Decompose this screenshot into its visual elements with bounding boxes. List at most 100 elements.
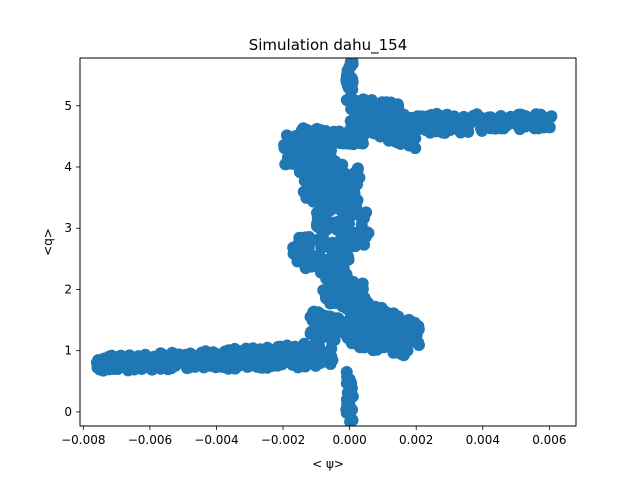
x-tick-label: −0.004 [194, 433, 238, 447]
scatter-point [252, 351, 265, 364]
plot-area [90, 58, 558, 426]
scatter-point [442, 123, 455, 136]
scatter-point [394, 347, 407, 360]
scatter-point [280, 129, 293, 142]
scatter-point [312, 306, 325, 319]
chart-title: Simulation dahu_154 [249, 36, 408, 55]
scatter-point [349, 108, 362, 121]
scatter-point [293, 241, 306, 254]
scatter-point [325, 130, 338, 143]
scatter-point [315, 124, 328, 137]
scatter-point [464, 113, 477, 126]
scatter-point [307, 184, 320, 197]
scatter-point [391, 321, 404, 334]
scatter-point [220, 361, 233, 374]
scatter-point [344, 381, 357, 394]
y-tick-label: 1 [64, 344, 72, 358]
scatter-point [374, 118, 387, 131]
scatter-point [334, 200, 347, 213]
scatter-point [180, 350, 193, 363]
scatter-point [346, 76, 359, 89]
x-tick-label: −0.002 [261, 433, 305, 447]
scatter-point [299, 262, 312, 275]
scatter-point [322, 189, 335, 202]
scatter-point [103, 350, 115, 363]
plot-frame [79, 57, 577, 427]
scatter-point [124, 353, 137, 366]
scatter-point [321, 347, 334, 360]
scatter-point [346, 182, 359, 195]
scatter-point [371, 102, 384, 115]
scatter-point [335, 231, 348, 244]
scatter-point [345, 330, 358, 343]
scatter-point [377, 304, 390, 317]
scatter-point [406, 335, 419, 348]
x-axis: −0.008 −0.006 −0.004 −0.002 0.000 0.002 0.004 0… [61, 426, 567, 447]
scatter-point [337, 274, 350, 287]
scatter-point [342, 134, 355, 147]
y-tick-label: 0 [64, 405, 72, 419]
x-tick-label: 0.006 [532, 433, 566, 447]
scatter-point [293, 231, 306, 244]
scatter-point [329, 312, 342, 325]
scatter-point [346, 238, 359, 251]
scatter-point [341, 371, 354, 384]
scatter-point [373, 313, 386, 326]
scatter-point [320, 292, 333, 305]
scatter-point [314, 332, 327, 345]
x-tick-label: 0.000 [332, 433, 366, 447]
scatter-point [317, 260, 330, 273]
scatter-point [298, 174, 311, 187]
scatter-point [544, 111, 557, 123]
scatter-point [294, 353, 307, 366]
scatter-point [318, 318, 331, 331]
scatter-point [255, 361, 268, 374]
scatter-point [441, 108, 454, 121]
scatter-point [302, 125, 315, 138]
scatter-point [291, 255, 304, 268]
scatter-point [359, 230, 372, 243]
scatter-point [344, 60, 357, 73]
scatter-point [238, 346, 251, 359]
x-tick-label: −0.006 [128, 433, 172, 447]
scatter-point [315, 162, 328, 175]
scatter-point [181, 362, 194, 375]
scatter-point [340, 301, 353, 314]
scatter-points [90, 58, 558, 426]
scatter-point [195, 346, 208, 359]
scatter-point [480, 116, 493, 129]
scatter-point [357, 212, 370, 225]
scatter-point [325, 243, 338, 256]
scatter-point [286, 143, 299, 156]
x-axis-label: < ψ> [312, 457, 344, 471]
scatter-point [400, 111, 413, 124]
y-axis-label: <q> [41, 228, 55, 256]
scatter-point [332, 220, 345, 233]
scatter-point [90, 356, 103, 369]
scatter-point [283, 348, 296, 361]
x-tick-label: −0.008 [61, 433, 105, 447]
scatter-point [349, 204, 362, 217]
scatter-point [299, 164, 312, 177]
scatter-point [302, 232, 315, 245]
y-tick-label: 3 [64, 221, 72, 235]
scatter-point [353, 299, 366, 312]
scatter-point [316, 235, 329, 248]
scatter-point [324, 329, 337, 342]
y-tick-label: 4 [64, 160, 72, 174]
scatter-point [430, 107, 443, 120]
scatter-point [360, 325, 373, 338]
scatter-point [421, 116, 434, 129]
scatter-point [517, 114, 530, 127]
scatter-point [307, 249, 320, 262]
y-tick-label: 5 [64, 99, 72, 113]
scatter-point [297, 185, 310, 198]
scatter-point [111, 362, 124, 375]
scatter-point [344, 288, 357, 301]
scatter-point [311, 220, 324, 233]
scatter-point [341, 405, 354, 418]
scatter-point [406, 139, 419, 152]
scatter-point [281, 339, 294, 352]
scatter-point [499, 113, 512, 126]
